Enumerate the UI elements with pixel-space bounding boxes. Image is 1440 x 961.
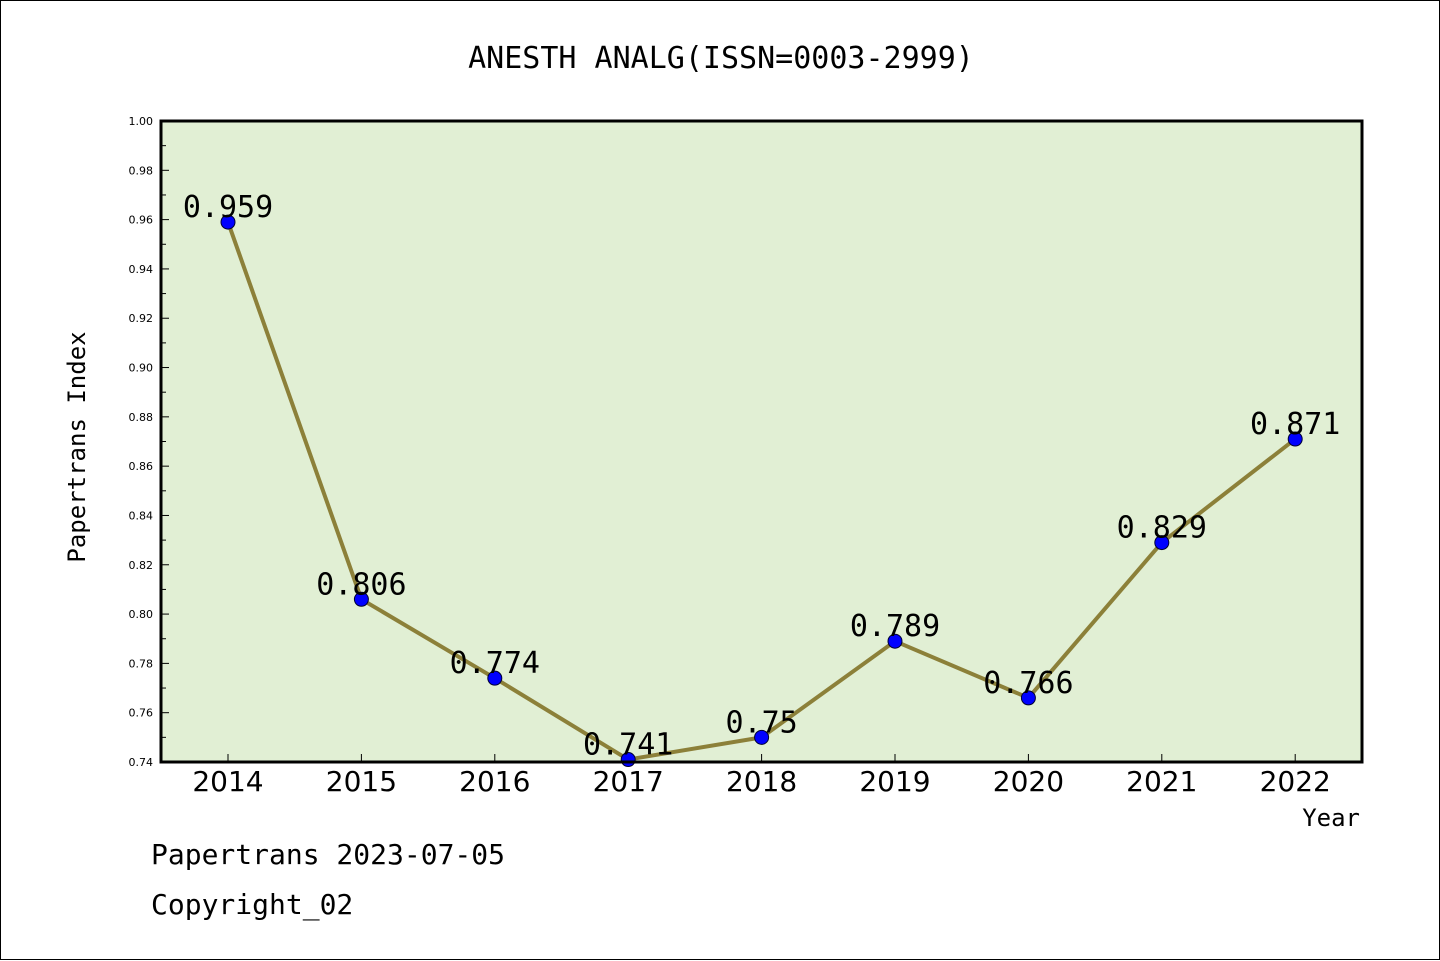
x-axis: 2014 2015 2016 2017 2018 2019 2020 2021 2022	[192, 754, 1331, 798]
y-tick-label: 0.92	[129, 312, 154, 325]
x-tick-label: 2015	[326, 765, 397, 798]
y-tick-label: 0.78	[129, 657, 154, 670]
x-tick-label: 2020	[993, 765, 1064, 798]
plot-border	[159, 119, 1364, 764]
y-tick-label: 0.96	[129, 214, 154, 227]
x-tick-label: 2022	[1260, 765, 1331, 798]
data-point	[887, 633, 903, 649]
y-tick-label: 0.84	[129, 509, 154, 522]
data-point	[1287, 431, 1303, 447]
x-tick-label: 2021	[1126, 765, 1197, 798]
x-tick-label: 2017	[593, 765, 664, 798]
x-tick-label: 2019	[859, 765, 930, 798]
data-point	[353, 591, 369, 607]
footer-date: Papertrans 2023-07-05	[151, 838, 505, 871]
data-label: 0.871	[1250, 407, 1340, 442]
data-point	[220, 214, 236, 230]
y-tick-label: 0.86	[129, 460, 154, 473]
x-tick-label: 2018	[726, 765, 797, 798]
y-tick-label: 0.88	[129, 411, 154, 424]
y-tick-label: 0.90	[129, 362, 154, 375]
data-label: 0.829	[1117, 511, 1207, 546]
data-point	[754, 729, 770, 745]
data-point	[1154, 535, 1170, 551]
x-axis-label: Year	[1302, 804, 1360, 832]
y-tick-label: 0.74	[129, 756, 154, 769]
y-tick-label: 0.82	[129, 559, 154, 572]
x-tick-label: 2016	[459, 765, 530, 798]
data-label: 0.741	[583, 728, 673, 763]
data-label: 0.959	[183, 190, 273, 225]
y-axis-label: Papertrans Index	[63, 331, 91, 562]
data-label: 0.789	[850, 609, 940, 644]
footer-copyright: Copyright_02	[151, 888, 353, 922]
data-label: 0.75	[725, 705, 797, 740]
y-tick-label: 0.80	[129, 608, 154, 621]
plot-area	[161, 121, 1362, 762]
x-tick-label: 2014	[192, 765, 263, 798]
chart-title: ANESTH ANALG(ISSN=0003-2999)	[468, 41, 974, 76]
y-tick-label: 1.00	[129, 115, 154, 128]
y-axis: 0.74 0.76 0.78 0.80 0.82 0.84 0.86 0.88 0.90 0.92…	[129, 115, 169, 769]
series-line-group: 0.959 0.806 0.774 0.741 0.75 0.789 0.766 0.829 0…	[183, 190, 1340, 768]
data-point	[487, 670, 503, 686]
y-tick-label: 0.76	[129, 707, 154, 720]
y-tick-label: 0.94	[129, 263, 154, 276]
data-label: 0.774	[450, 646, 540, 681]
data-label: 0.766	[983, 666, 1073, 701]
data-point	[1020, 690, 1036, 706]
y-tick-label: 0.98	[129, 164, 154, 177]
data-label: 0.806	[316, 567, 406, 602]
